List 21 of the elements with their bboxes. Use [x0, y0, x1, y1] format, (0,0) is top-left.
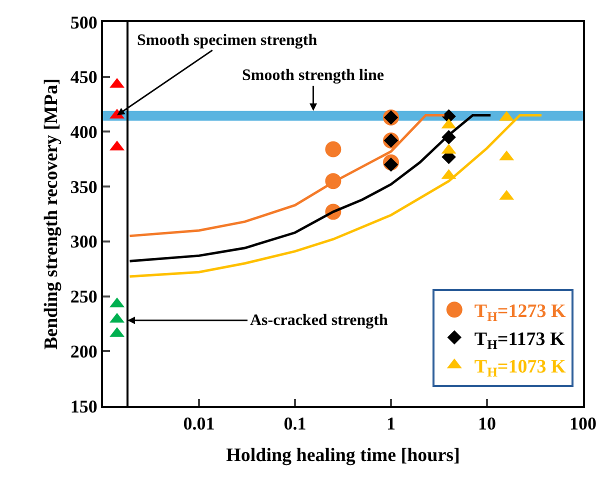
legend-label: T$_{H}$=1173 K	[474, 328, 565, 352]
y-tick-label: 400	[70, 122, 98, 142]
x-tick-label: 0.01	[183, 414, 215, 434]
x-tick-label: 10	[478, 414, 496, 434]
y-axis-title: Bending strength recovery [MPa]	[40, 78, 62, 350]
y-tick-label: 500	[70, 12, 98, 32]
annotation: As-cracked strength	[250, 312, 388, 329]
y-tick-label: 250	[70, 286, 98, 307]
x-tick-label: 1	[386, 414, 396, 434]
y-tick-label: 450	[70, 67, 98, 88]
x-tick-label: 100	[570, 414, 596, 434]
y-tick-label: 200	[70, 341, 98, 362]
legend-label: T$_{H}$=1073 K	[474, 356, 566, 380]
annotation: Smooth specimen strength	[137, 32, 318, 49]
y-tick-label: 350	[70, 176, 98, 197]
legend-label: T$_{H}$=1273 K	[474, 301, 566, 324]
y-tick-label: 150	[70, 396, 98, 416]
x-tick-label: 0.1	[284, 414, 306, 434]
y-tick-label: 300	[70, 232, 98, 252]
x-axis-title: Holding healing time [hours]	[226, 444, 460, 466]
annotation: Smooth strength line	[242, 67, 384, 84]
